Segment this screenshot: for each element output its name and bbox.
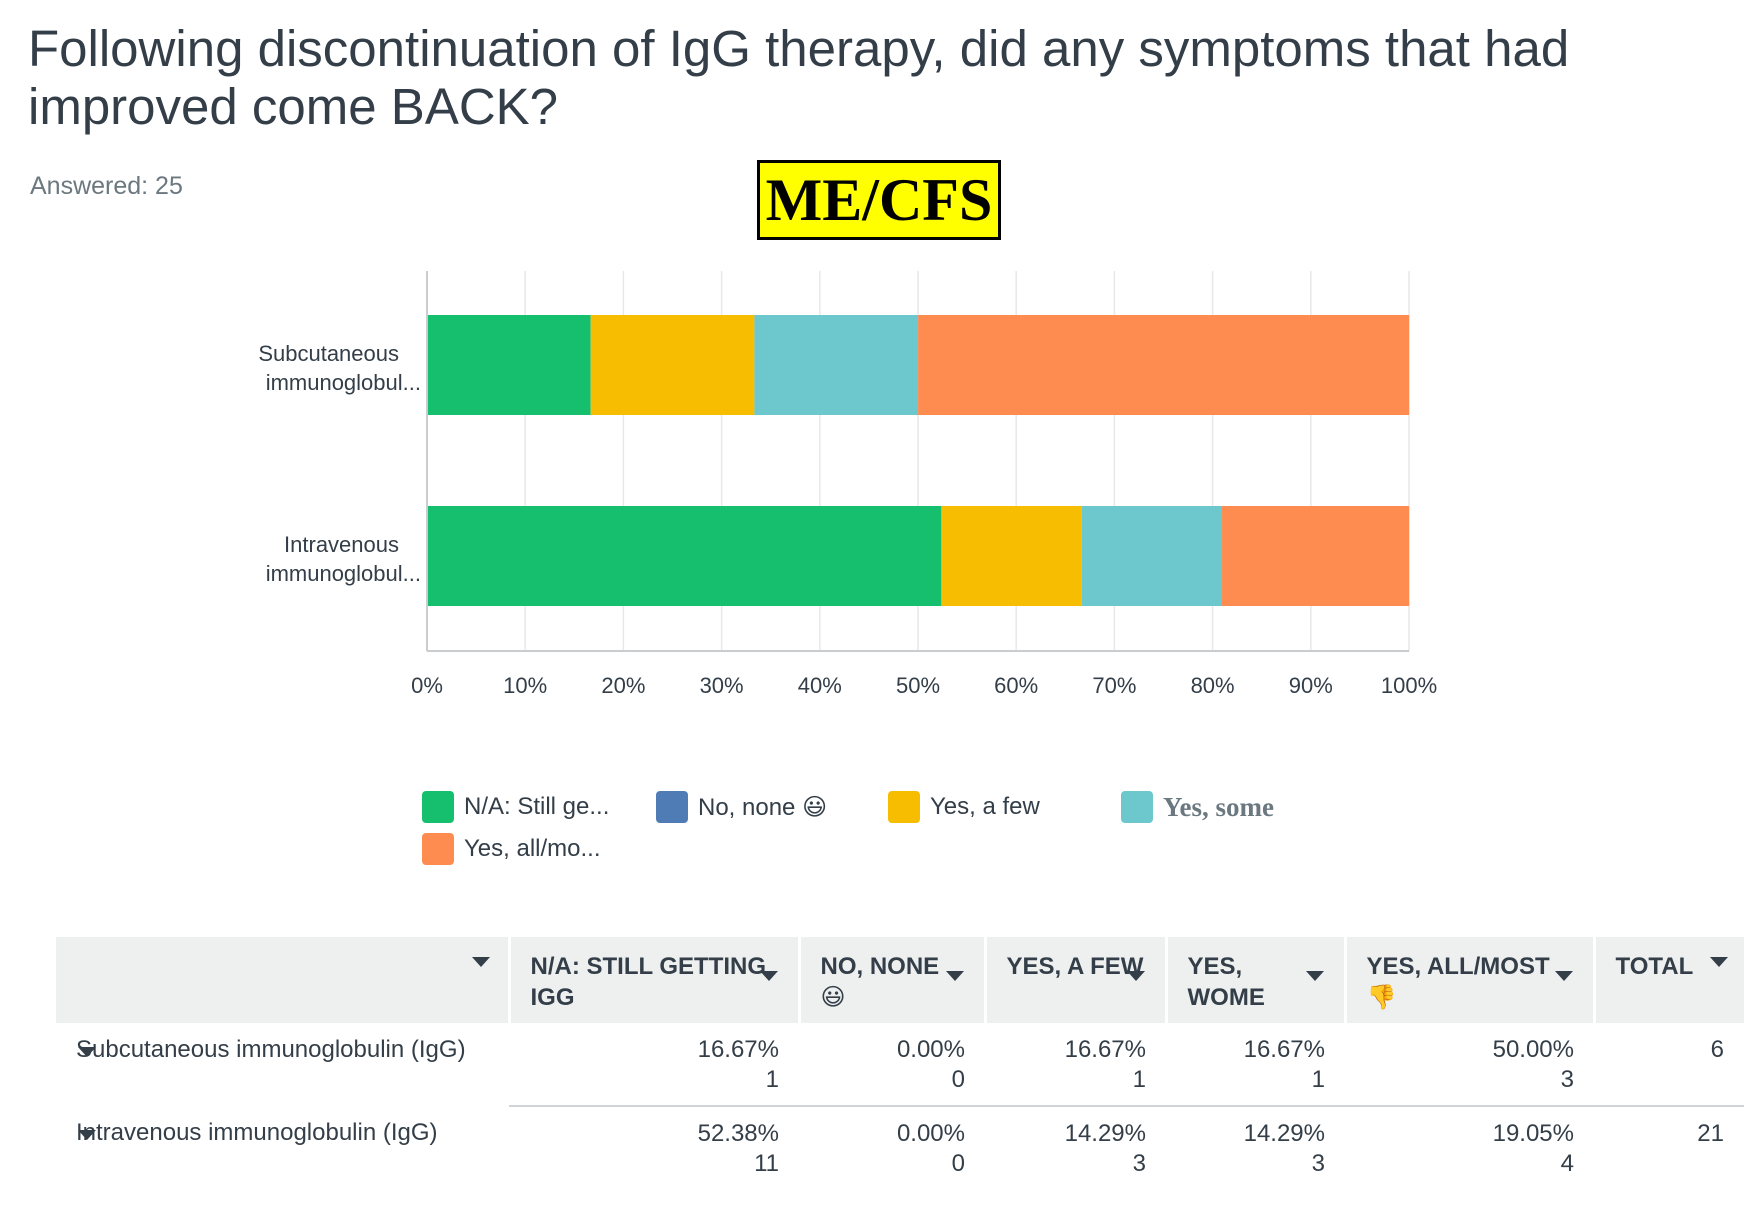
bar-segment: [754, 315, 919, 415]
x-tick-label: 100%: [1381, 673, 1437, 698]
table-cell: 50.00% 3: [1345, 1023, 1594, 1107]
header-na[interactable]: N/A: STILL GETTING IGG: [509, 937, 801, 1023]
legend-label-few: Yes, a few: [930, 793, 1040, 820]
legend-item-na[interactable]: N/A: Still ge...: [422, 791, 609, 823]
bar-segment: [427, 315, 591, 415]
table-header-row: N/A: STILL GETTING IGG NO, NONE 😃 YES, A…: [56, 937, 1744, 1023]
table-row: Intravenous immunoglobulin (IgG) 52.38% 1…: [56, 1106, 1744, 1189]
x-tick-label: 60%: [994, 673, 1038, 698]
bar-segment: [1081, 506, 1223, 606]
legend-swatch-all: [422, 833, 454, 865]
expand-caret-icon[interactable]: [78, 1130, 96, 1140]
legend-item-none[interactable]: No, none 😃: [656, 791, 827, 823]
legend-item-few[interactable]: Yes, a few: [888, 791, 1040, 823]
bar-segment: [1222, 506, 1410, 606]
sort-caret-icon[interactable]: [1710, 957, 1728, 967]
sort-caret-icon[interactable]: [945, 971, 964, 981]
sort-caret-icon[interactable]: [1126, 971, 1145, 981]
bar-segment: [918, 315, 1410, 415]
table-cell: 19.05% 4: [1492, 1120, 1574, 1177]
header-some[interactable]: YES, WOME: [1166, 937, 1347, 1023]
question-title: Following discontinuation of IgG therapy…: [28, 20, 1570, 135]
table-cell: 16.67% 1: [1166, 1023, 1345, 1107]
header-answer-choice[interactable]: [56, 937, 511, 1023]
header-none[interactable]: NO, NONE 😃: [799, 937, 987, 1023]
row-label[interactable]: Subcutaneous immunoglobulin (IgG): [76, 1036, 466, 1063]
y-tick-label: Subcutaneous: [258, 341, 399, 366]
bar-segment: [427, 506, 942, 606]
table-cell: 14.29% 3: [1064, 1120, 1146, 1177]
table-cell: 16.67% 1: [509, 1023, 799, 1107]
bar-segment: [941, 506, 1082, 606]
legend-label-na: N/A: Still ge...: [464, 793, 610, 820]
bar-segment: [590, 315, 755, 415]
table-cell: 14.29% 3: [1243, 1120, 1325, 1177]
header-total[interactable]: TOTAL: [1594, 937, 1744, 1023]
row-label[interactable]: Intravenous immunoglobulin (IgG): [76, 1119, 438, 1146]
answered-count: Answered: 25: [30, 172, 183, 200]
y-tick-label: immunoglobul...: [266, 561, 421, 586]
table-cell: 16.67% 1: [985, 1023, 1166, 1107]
me-cfs-badge: ME/CFS: [757, 160, 1001, 240]
x-tick-label: 90%: [1289, 673, 1333, 698]
x-tick-label: 70%: [1092, 673, 1136, 698]
x-tick-label: 80%: [1191, 673, 1235, 698]
x-tick-label: 0%: [411, 673, 443, 698]
legend-label-none: No, none 😃: [698, 793, 828, 821]
stacked-bar-chart: Subcutaneous immunoglobul... Intravenous im…: [258, 271, 1437, 698]
row-total: 6: [1594, 1023, 1744, 1107]
table-cell: 0.00% 0: [896, 1120, 965, 1177]
legend-item-all[interactable]: Yes, all/mo...: [422, 833, 601, 865]
sort-caret-icon[interactable]: [471, 957, 490, 967]
results-table: N/A: STILL GETTING IGG NO, NONE 😃 YES, A…: [56, 937, 1744, 1189]
legend-swatch-some: [1121, 791, 1153, 823]
row-total: 21: [1697, 1120, 1724, 1147]
legend-swatch-none: [656, 791, 688, 823]
x-tick-label: 20%: [601, 673, 645, 698]
x-tick-label: 30%: [700, 673, 744, 698]
header-all[interactable]: YES, ALL/MOST 👎: [1345, 937, 1596, 1023]
expand-caret-icon[interactable]: [78, 1047, 96, 1057]
y-tick-label: immunoglobul...: [266, 370, 421, 395]
table-cell: 52.38% 11: [697, 1120, 779, 1177]
table-cell: 0.00% 0: [799, 1023, 985, 1107]
legend-label-all: Yes, all/mo...: [464, 835, 601, 862]
legend-swatch-na: [422, 791, 454, 823]
x-tick-label: 40%: [798, 673, 842, 698]
legend-swatch-few: [888, 791, 920, 823]
sort-caret-icon[interactable]: [759, 971, 778, 981]
y-tick-label: Intravenous: [284, 532, 399, 557]
x-tick-label: 50%: [896, 673, 940, 698]
header-few[interactable]: YES, A FEW: [985, 937, 1168, 1023]
x-tick-label: 10%: [503, 673, 547, 698]
legend-item-some[interactable]: Yes, some: [1121, 791, 1274, 823]
table-row: Subcutaneous immunoglobulin (IgG) 16.67%…: [56, 1023, 1744, 1107]
sort-caret-icon[interactable]: [1554, 971, 1573, 981]
sort-caret-icon[interactable]: [1305, 971, 1324, 981]
legend-label-some: Yes, some: [1163, 791, 1274, 822]
